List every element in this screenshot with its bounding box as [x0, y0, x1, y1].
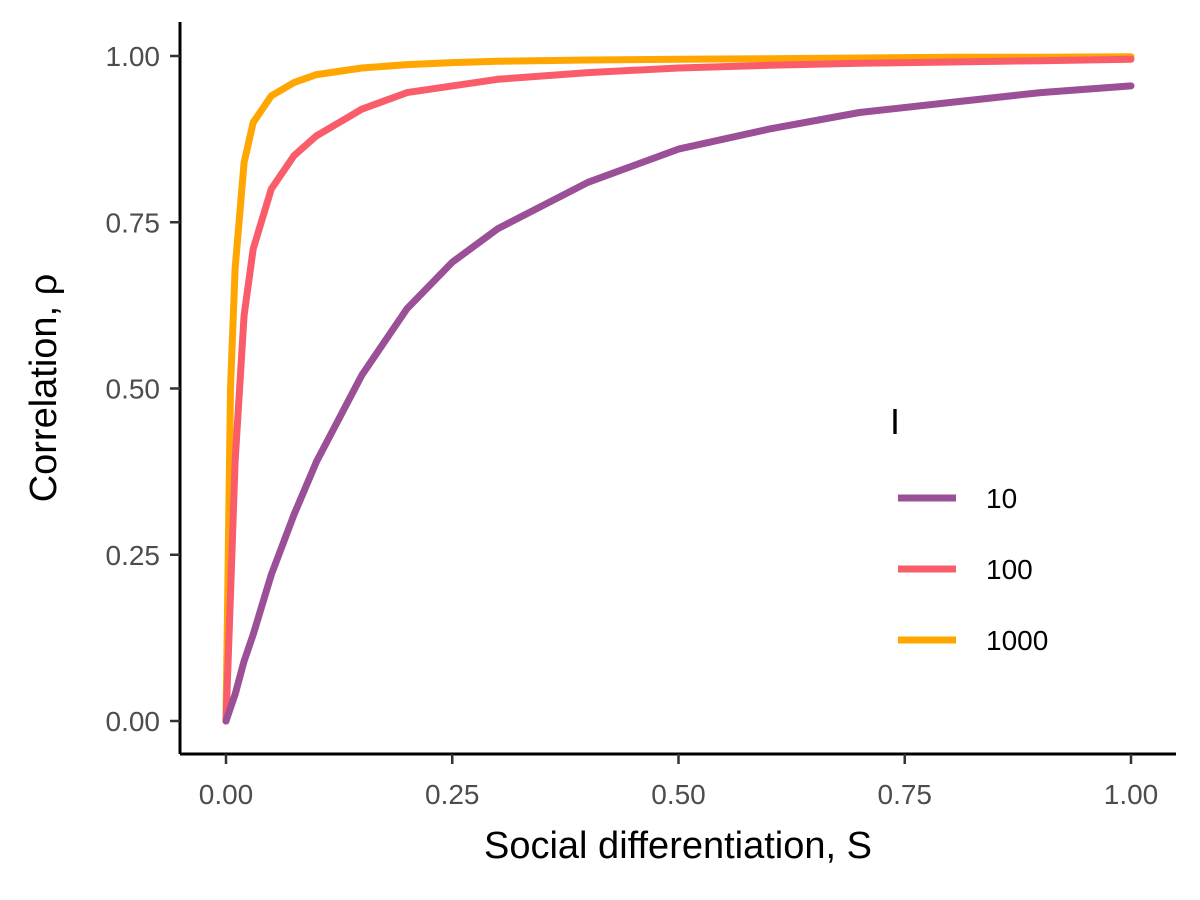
x-tick-label: 1.00	[1104, 779, 1159, 810]
x-tick-label: 0.50	[651, 779, 706, 810]
x-tick-label: 0.25	[425, 779, 480, 810]
x-tick-label: 0.00	[199, 779, 254, 810]
y-tick-label: 1.00	[106, 41, 161, 72]
x-axis-ticks: 0.00 0.25 0.50 0.75 1.00	[199, 754, 1159, 810]
legend-label-10: 10	[986, 483, 1017, 514]
y-tick-label: 0.25	[106, 540, 161, 571]
legend: I 10 100 1000	[890, 401, 1048, 656]
x-tick-label: 0.75	[878, 779, 933, 810]
y-tick-label: 0.50	[106, 374, 161, 405]
plot-series	[222, 53, 1135, 725]
y-tick-label: 0.00	[106, 706, 161, 737]
legend-label-1000: 1000	[986, 625, 1048, 656]
legend-label-100: 100	[986, 554, 1033, 585]
legend-title: I	[890, 401, 900, 442]
y-axis-ticks: 0.00 0.25 0.50 0.75 1.00	[106, 41, 180, 737]
series-line-1000	[222, 53, 1135, 725]
x-axis-title: Social differentiation, S	[484, 825, 872, 867]
series-line-10	[222, 82, 1135, 725]
y-tick-label: 0.75	[106, 207, 161, 238]
series-line-100	[222, 55, 1135, 725]
y-axis-title: Correlation, ρ	[23, 274, 65, 503]
